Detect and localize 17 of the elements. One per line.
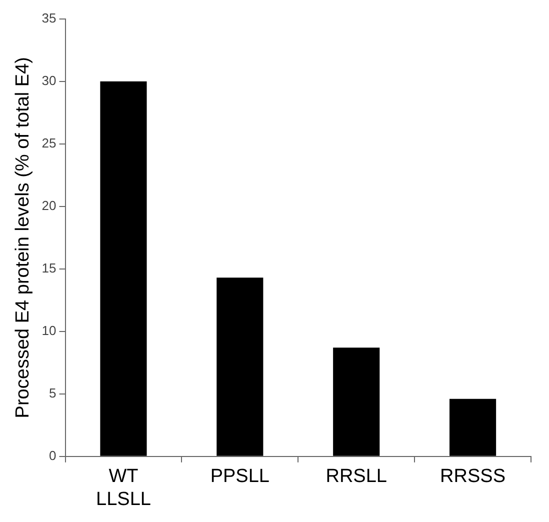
y-tick-label: 15 <box>42 260 56 276</box>
y-axis-title: Processed E4 protein levels (% of total E4) <box>12 57 34 418</box>
bar <box>216 278 264 456</box>
x-tick-label: WT LLSLL <box>96 466 151 510</box>
x-tick-label: PPSLL <box>210 466 270 488</box>
y-tick-label: 10 <box>42 322 56 338</box>
y-tick-label: 25 <box>42 135 56 150</box>
bar <box>100 81 147 456</box>
x-tick-label: RRSSS <box>440 466 506 488</box>
bar <box>449 398 496 456</box>
x-tick-label: RRSLL <box>326 466 387 488</box>
y-tick-label: 0 <box>49 448 56 463</box>
y-tick-label: 35 <box>42 10 56 26</box>
y-tick-label: 30 <box>42 72 56 88</box>
bar <box>333 348 380 456</box>
y-tick-label: 5 <box>49 385 56 400</box>
y-tick-label: 20 <box>42 198 56 213</box>
